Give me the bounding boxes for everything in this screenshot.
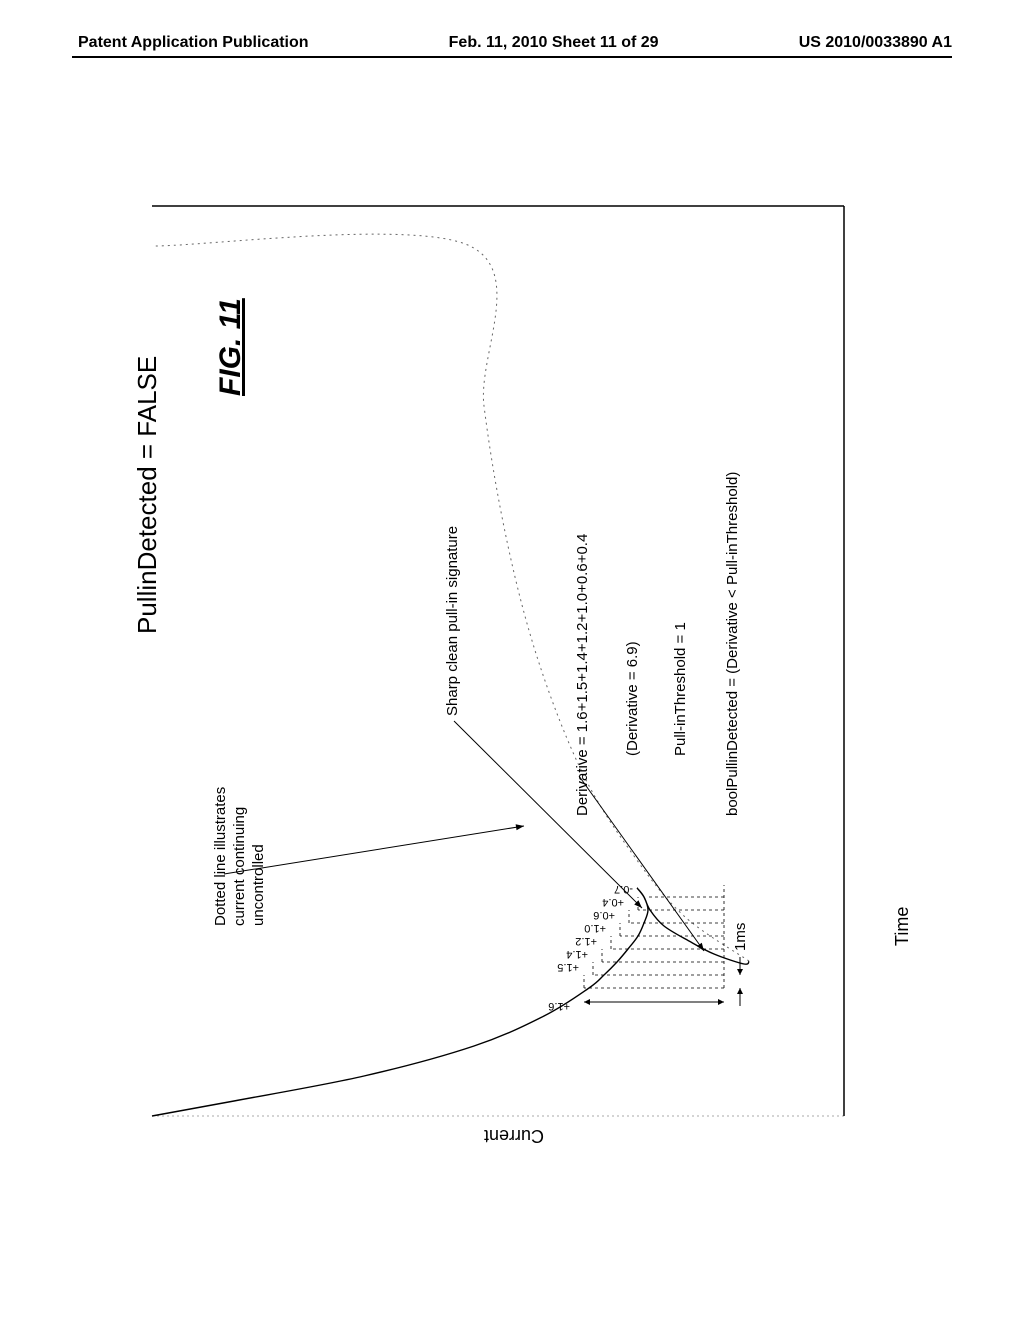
annotation-derivative-val: (Derivative = 6.9): [624, 641, 643, 756]
figure-label: FIG. 11: [214, 298, 248, 396]
annotation-signature: Sharp clean pull-in signature: [444, 526, 463, 716]
delta-label: -0.7: [614, 881, 633, 895]
figure-frame: PullinDetected = FALSE FIG. 11 Current T…: [104, 138, 934, 1186]
header-right: US 2010/0033890 A1: [799, 34, 952, 52]
header-center: Feb. 11, 2010 Sheet 11 of 29: [449, 34, 659, 52]
page-header: Patent Application Publication Feb. 11, …: [0, 34, 1024, 52]
x-axis-label: Time: [892, 907, 913, 946]
delta-label: +1.4: [566, 946, 588, 960]
header-left: Patent Application Publication: [78, 34, 309, 52]
delta-label: +0.6: [593, 907, 615, 921]
y-axis-label: Current: [484, 1125, 544, 1146]
annotation-derivative-sum: Derivative = 1.6+1.5+1.4+1.2+1.0+0.6+0.4: [574, 534, 593, 816]
page: Patent Application Publication Feb. 11, …: [0, 0, 1024, 1320]
chart-title: PullinDetected = FALSE: [132, 356, 163, 634]
annotation-bool: boolPullinDetected = (Derivative < Pull-…: [724, 472, 743, 816]
delta-label: +1.0: [584, 920, 606, 934]
annotation-uncontrolled: Dotted line illustrates current continui…: [212, 787, 268, 926]
annotation-one-ms: 1ms: [732, 923, 751, 951]
chart-svg: [104, 138, 934, 1186]
delta-label: +1.5: [557, 959, 579, 973]
annotation-threshold: Pull-inThreshold = 1: [672, 622, 691, 756]
delta-label: +1.6: [548, 998, 570, 1012]
header-rule: [72, 56, 952, 58]
figure-rotated-stage: PullinDetected = FALSE FIG. 11 Current T…: [104, 138, 934, 1186]
delta-label: +1.2: [575, 933, 597, 947]
delta-label: +0.4: [602, 894, 624, 908]
